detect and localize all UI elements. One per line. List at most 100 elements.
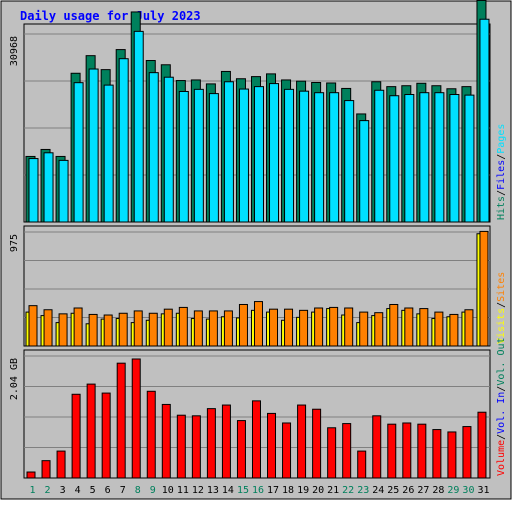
bar-sites <box>208 310 218 347</box>
bar-sites <box>43 309 53 347</box>
x-tick-label: 10 <box>162 485 174 496</box>
bar-files <box>253 86 264 223</box>
x-tick-label: 16 <box>252 485 264 496</box>
bar-files <box>434 92 445 223</box>
bar-volume <box>342 423 352 479</box>
legend-part: / <box>496 386 507 392</box>
bar-sites <box>223 310 233 347</box>
x-tick-label: 29 <box>447 485 459 496</box>
legend-part: Vol. In <box>496 392 507 434</box>
bar-volume <box>41 460 51 479</box>
bar-volume <box>221 404 231 479</box>
x-tick-label: 2 <box>45 485 51 496</box>
bar-volume <box>357 450 367 479</box>
bar-files <box>43 152 54 223</box>
x-tick-label: 15 <box>237 485 249 496</box>
bar-sites <box>253 301 263 347</box>
bar-sites <box>133 310 143 347</box>
bar-files <box>163 76 174 223</box>
bar-volume <box>417 423 427 479</box>
bar-sites <box>73 307 83 347</box>
bar-volume <box>161 403 171 479</box>
bar-files <box>269 83 280 223</box>
x-tick-label: 11 <box>177 485 189 496</box>
x-tick-label: 14 <box>222 485 234 496</box>
bar-volume <box>131 358 141 479</box>
x-tick-label: 9 <box>150 485 156 496</box>
bar-files <box>344 100 355 223</box>
bar-files <box>223 81 234 223</box>
x-tick-label: 24 <box>372 485 384 496</box>
bar-files <box>374 89 385 223</box>
bar-sites <box>359 311 369 347</box>
bar-volume <box>312 408 322 479</box>
x-tick-label: 19 <box>297 485 309 496</box>
bar-sites <box>344 307 354 347</box>
bar-files <box>238 88 249 223</box>
bar-sites <box>464 309 474 347</box>
bar-volume <box>71 393 81 479</box>
bar-files <box>449 94 460 223</box>
legend-volume: Volume/Vol. In/Vol. Out <box>496 337 507 476</box>
bar-volume <box>206 408 216 479</box>
x-tick-label: 20 <box>312 485 324 496</box>
bar-sites <box>193 310 203 347</box>
bar-sites <box>404 307 414 347</box>
legend-part: Sites <box>496 272 507 302</box>
legend-part: Files <box>496 160 507 190</box>
bar-volume <box>26 471 36 479</box>
bar-sites <box>299 309 309 347</box>
x-tick-label: 25 <box>387 485 399 496</box>
panel-volume <box>23 349 491 479</box>
bar-files <box>314 92 325 223</box>
bar-sites <box>389 303 399 347</box>
legend-visits-sites: Visits/Sites <box>496 272 507 344</box>
bar-volume <box>176 414 186 479</box>
bar-sites <box>374 312 384 347</box>
x-axis-day-labels: 1 2 3 4 5 6 7 8 9 10 11 12 13 14 15 16 17 18 19 20 21 22 23 24 2… <box>30 485 490 496</box>
x-tick-label: 28 <box>432 485 444 496</box>
bar-files <box>284 88 295 223</box>
legend-part: / <box>496 190 507 196</box>
bar-volume <box>372 415 382 479</box>
bar-files <box>28 158 39 223</box>
y-max-label-hits: 30968 <box>9 36 20 66</box>
bar-files <box>329 92 340 223</box>
panel-hits-files <box>23 0 491 223</box>
bar-sites <box>178 306 188 347</box>
bar-files <box>103 84 114 223</box>
x-tick-label: 23 <box>357 485 369 496</box>
bar-volume <box>116 362 126 479</box>
bar-files <box>479 18 490 223</box>
bar-volume <box>56 450 66 479</box>
bar-volume <box>447 431 457 479</box>
bar-sites <box>449 313 459 347</box>
bar-volume <box>282 422 292 479</box>
x-tick-label: 26 <box>402 485 414 496</box>
bar-sites <box>163 308 173 347</box>
x-tick-label: 18 <box>282 485 294 496</box>
bar-volume <box>146 390 156 479</box>
bar-volume <box>297 404 307 479</box>
legend-part: Visits <box>496 308 507 344</box>
bar-files <box>389 95 400 223</box>
bar-files <box>88 68 99 223</box>
bar-sites <box>434 311 444 347</box>
bar-volume <box>462 426 472 479</box>
bar-sites <box>118 312 128 347</box>
x-tick-label: 17 <box>267 485 279 496</box>
x-tick-label: 12 <box>192 485 204 496</box>
bar-sites <box>28 305 38 347</box>
legend-part: / <box>496 302 507 308</box>
bar-volume <box>432 429 442 479</box>
y-max-label-visits: 975 <box>9 234 20 252</box>
legend-part: Pages <box>496 124 507 154</box>
x-tick-label: 21 <box>327 485 339 496</box>
x-tick-label: 27 <box>417 485 429 496</box>
bar-files <box>419 92 430 223</box>
x-tick-label: 22 <box>342 485 354 496</box>
bar-volume <box>251 400 261 479</box>
legend-part: Vol. Out <box>496 337 507 385</box>
x-tick-label: 6 <box>105 485 111 496</box>
